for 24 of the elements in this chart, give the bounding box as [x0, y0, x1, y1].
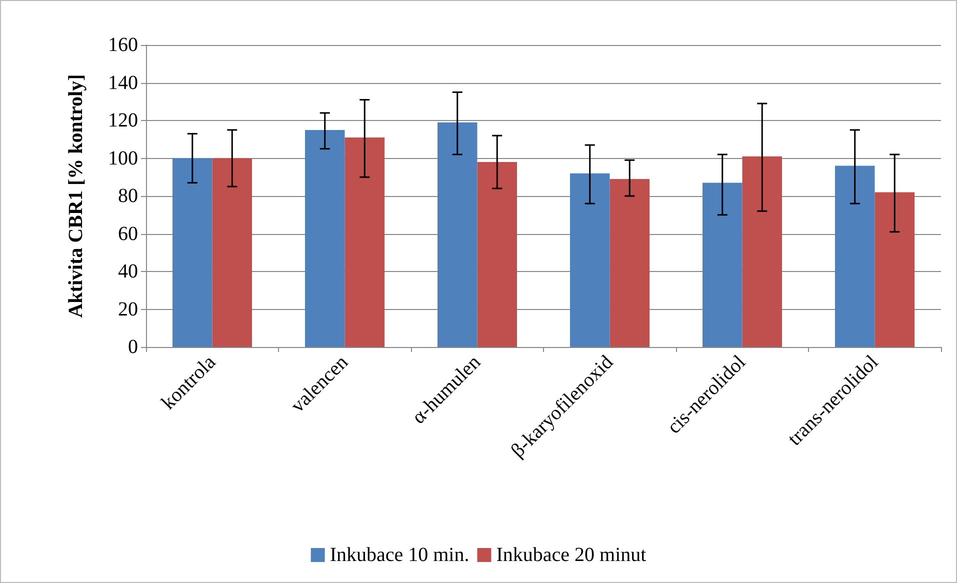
y-tick-label: 160: [108, 34, 138, 56]
bar: [344, 137, 384, 347]
bar: [172, 158, 212, 347]
bar: [835, 166, 875, 347]
bar: [742, 156, 782, 347]
y-tick-label: 0: [128, 336, 138, 358]
y-tick-label: 80: [118, 185, 138, 207]
legend-label: Inkubace 10 min.: [330, 544, 470, 566]
bar: [874, 192, 914, 347]
bar: [610, 179, 650, 347]
y-tick-label: 120: [108, 110, 138, 132]
y-axis-title: Aktivita CBR1 [% kontroly]: [65, 74, 87, 318]
y-tick-label: 60: [118, 222, 138, 245]
y-tick-label: 40: [118, 260, 138, 282]
y-tick-label: 20: [118, 298, 138, 320]
bar: [438, 122, 478, 347]
bar: [212, 158, 252, 347]
bar: [305, 130, 345, 347]
bar: [477, 162, 517, 347]
y-tick-label: 140: [108, 72, 138, 94]
bar: [702, 182, 742, 347]
legend-label: Inkubace 20 minut: [496, 544, 647, 566]
y-tick-label: 100: [108, 147, 138, 170]
bar: [570, 173, 610, 347]
